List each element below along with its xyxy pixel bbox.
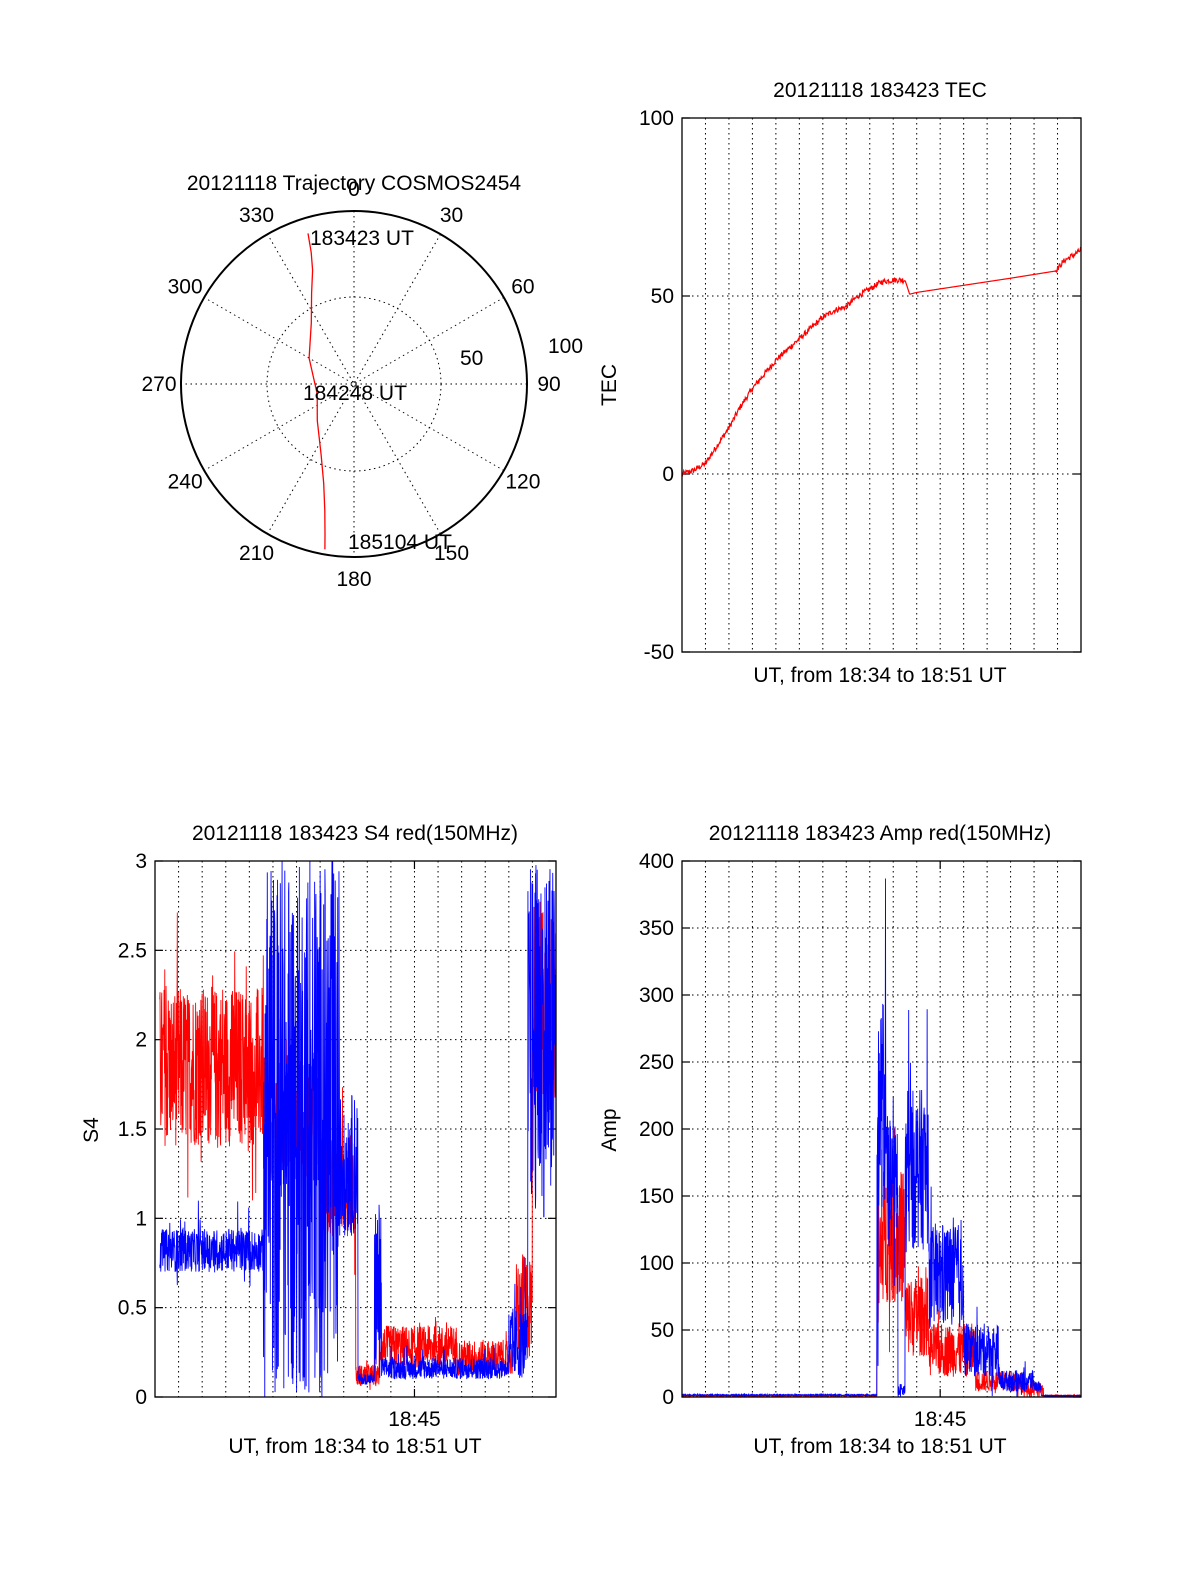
s4-series-red [159,873,557,1390]
amp-ytick-label-4: 200 [639,1118,674,1141]
s4-ytick-label-2: 2 [135,1029,147,1052]
amp-ytick-label-0: 400 [639,850,674,873]
amp-ytick-label-6: 100 [639,1252,674,1275]
amp-plot-frame [681,860,1082,1398]
amp-title: 20121118 183423 Amp red(150MHz) [709,822,1051,845]
trajectory-start-label: 183423 UT [310,227,414,250]
tec-ylabel: TEC [598,364,621,406]
amp-ytick-label-5: 150 [639,1185,674,1208]
polar-angle-label-330: 330 [239,204,274,227]
polar-angle-labels: 0 30 60 90 120 150 180 210 240 270 300 330 [141,178,560,591]
radial-tick-50: 50 [460,347,483,370]
s4-series-blue [159,860,557,1398]
polar-angle-label-270: 270 [141,373,176,396]
trajectory-polar-plot: 20121118 Trajectory COSMOS2454 0 30 60 90 12… [141,172,583,591]
polar-angle-label-30: 30 [440,204,463,227]
amp-plot: 20121118 183423 Amp red(150MHz) UT, from… [598,822,1082,1458]
amp-ytick-label-1: 350 [639,917,674,940]
polar-angle-label-300: 300 [168,276,203,299]
tec-plot: 20121118 183423 TEC UT, from 18:34 to 18… [598,79,1082,687]
s4-ytick-label-6: 0 [135,1386,147,1409]
tec-title: 20121118 183423 TEC [773,79,987,102]
s4-ytick-label-4: 1 [135,1207,147,1230]
amp-series-blue [681,878,1082,1398]
tec-ytick-label-0: 100 [639,107,674,130]
polar-angle-label-60: 60 [511,276,534,299]
amp-xtick-label: 18:45 [914,1408,967,1431]
tec-ytick-label-2: 0 [662,463,674,486]
amp-ytick-label-7: 50 [651,1319,674,1342]
s4-title: 20121118 183423 S4 red(150MHz) [192,822,518,845]
tec-ytick-label-1: 50 [651,285,674,308]
tec-gridlines [682,117,1081,653]
s4-ytick-label-5: 0.5 [118,1297,147,1320]
trajectory-line [307,233,326,550]
radial-tick-100: 100 [548,335,583,358]
s4-xtick-label: 18:45 [388,1408,441,1431]
tec-xlabel: UT, from 18:34 to 18:51 UT [753,664,1006,687]
trajectory-end-label: 185104 UT [348,531,452,554]
amp-ylabel: Amp [598,1108,621,1151]
polar-angle-label-90: 90 [537,373,560,396]
amp-xlabel: UT, from 18:34 to 18:51 UT [753,1435,1006,1458]
amp-ytick-label-8: 0 [662,1386,674,1409]
trajectory-middle-label: 184248 UT [303,382,407,405]
amp-ytick-label-3: 250 [639,1051,674,1074]
s4-ytick-label-1: 2.5 [118,939,147,962]
amp-ytick-label-2: 300 [639,984,674,1007]
s4-ytick-label-0: 3 [135,850,147,873]
tec-ytick-label-3: -50 [644,641,674,664]
polar-angle-label-150: 150 [434,542,469,565]
s4-ytick-label-3: 1.5 [118,1118,147,1141]
s4-ylabel: S4 [80,1117,103,1143]
polar-angle-label-0: 0 [348,178,360,201]
polar-angle-label-120: 120 [505,471,540,494]
tec-plot-frame [681,117,1082,653]
polar-title: 20121118 Trajectory COSMOS2454 [187,172,522,195]
s4-plot: 20121118 183423 S4 red(150MHz) UT, from … [80,822,557,1458]
polar-angle-label-180: 180 [336,568,371,591]
s4-xlabel: UT, from 18:34 to 18:51 UT [228,1435,481,1458]
s4-plot-frame [154,860,557,1398]
polar-angle-label-240: 240 [168,471,203,494]
tec-series-line [681,246,1082,478]
polar-angle-label-210: 210 [239,542,274,565]
